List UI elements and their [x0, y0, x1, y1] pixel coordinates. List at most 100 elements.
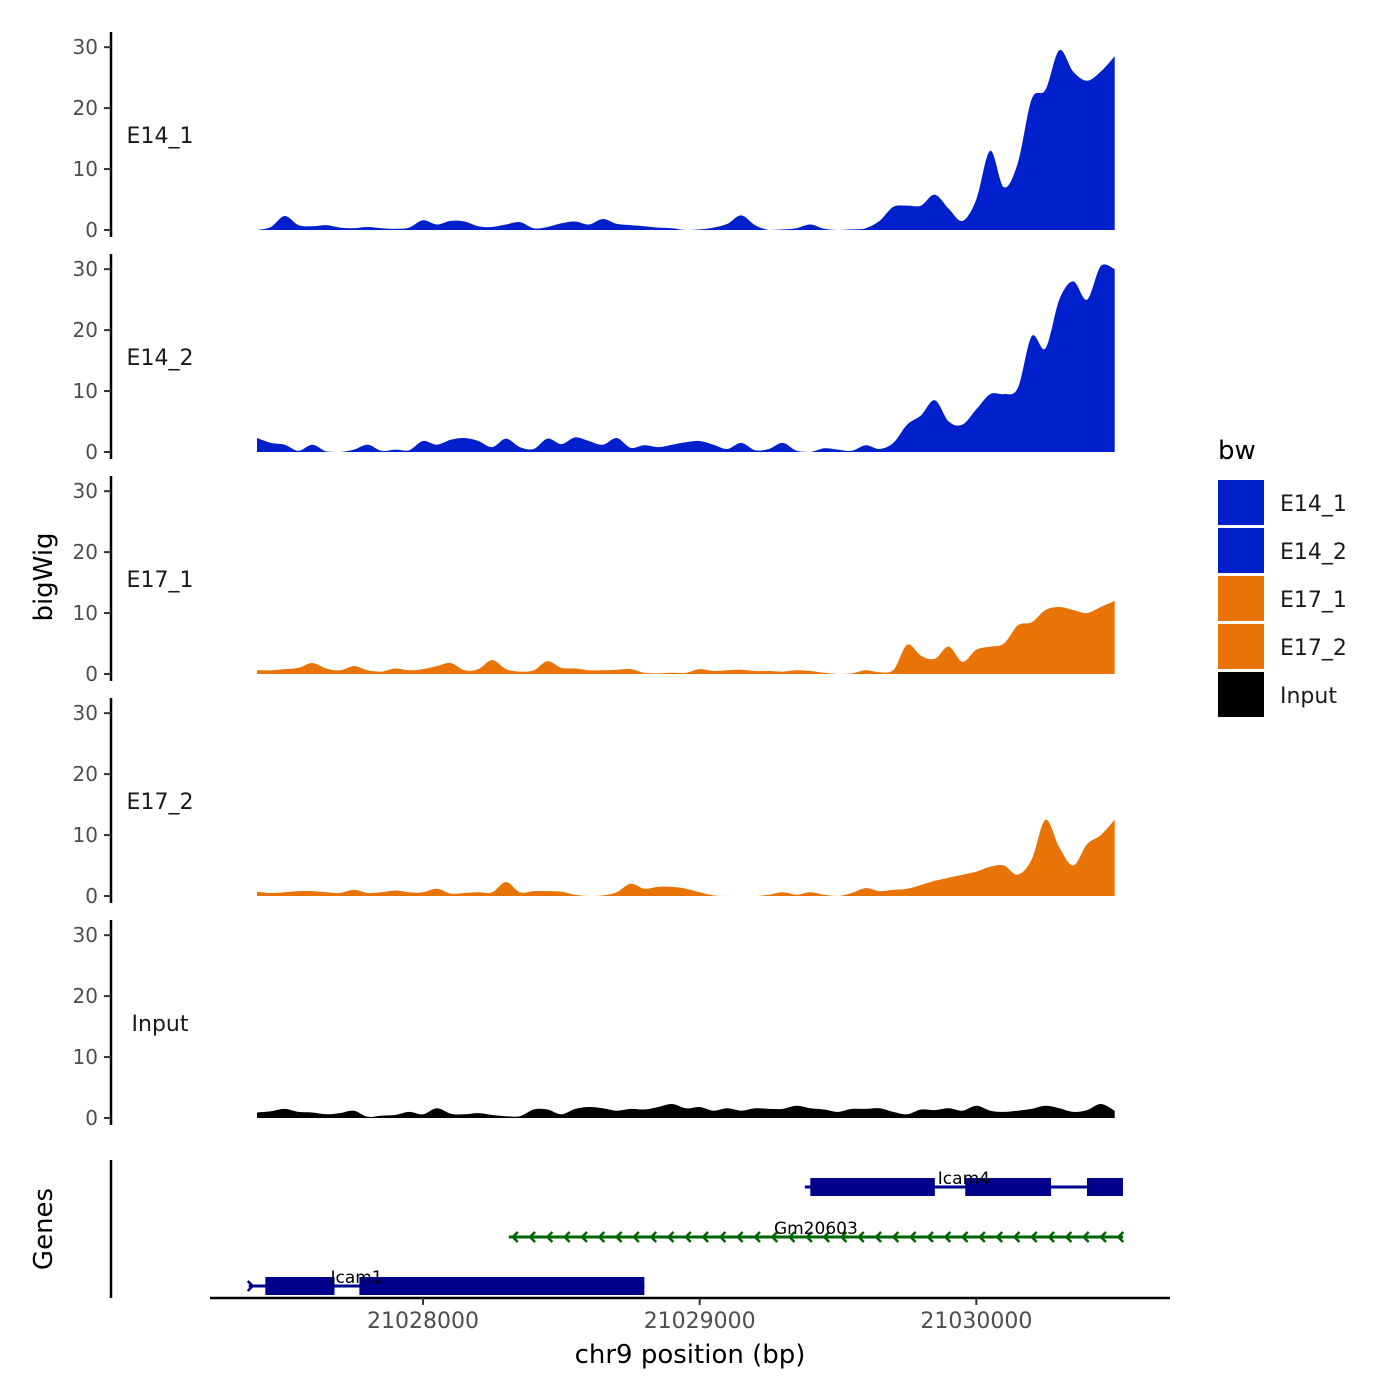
strand-chevron: [822, 1231, 831, 1243]
gene-Icam1: Icam1: [246, 1268, 645, 1295]
x-tick-label: 21028000: [367, 1309, 479, 1334]
strand-chevron: [1099, 1231, 1107, 1243]
strand-chevron: [511, 1231, 519, 1243]
legend-label-E14_2: E14_2: [1280, 540, 1347, 565]
legend-swatch-Input: [1218, 672, 1264, 717]
panel-E14_2: 0 10 20 30 E14_2: [73, 254, 1115, 464]
strand-chevron: [770, 1231, 779, 1243]
genes-axis-label: Genes: [29, 1188, 59, 1270]
legend-swatch-E17_1: [1218, 576, 1264, 621]
exon-block: [1087, 1178, 1123, 1196]
x-tick-label: 21030000: [920, 1309, 1032, 1334]
exon-block: [359, 1277, 645, 1295]
strand-chevron: [735, 1231, 744, 1243]
strand-chevron: [943, 1231, 952, 1243]
strand-chevron: [718, 1231, 727, 1243]
gene-label-Icam4: Icam4: [938, 1169, 990, 1189]
strand-chevron: [839, 1231, 848, 1243]
strand-chevron: [701, 1231, 709, 1243]
y-tick-label: 0: [85, 1106, 98, 1130]
legend-label-E17_1: E17_1: [1280, 588, 1347, 613]
y-tick-label: 20: [73, 762, 98, 786]
strand-chevron: [857, 1231, 865, 1243]
coverage-panels: 0 10 20 30 E14_1 0 10 20 30 E14_2 0 10 20 30 E17_1 0 10 2…: [73, 32, 1115, 1130]
coverage-area-E14_1: [257, 49, 1115, 231]
coverage-area-Input: [257, 1103, 1115, 1118]
strand-chevron: [1116, 1231, 1125, 1243]
coverage-area-E17_1: [257, 600, 1115, 674]
y-tick-label: 30: [73, 701, 98, 725]
legend-label-E17_2: E17_2: [1280, 636, 1347, 661]
strand-chevron: [528, 1231, 536, 1243]
y-tick-label: 10: [73, 379, 98, 403]
strand-chevron: [1081, 1231, 1090, 1243]
exon-block: [965, 1178, 1052, 1196]
strand-chevron: [787, 1231, 796, 1243]
legend-label-Input: Input: [1280, 684, 1337, 709]
legend-label-E14_1: E14_1: [1280, 492, 1347, 517]
y-tick-label: 0: [85, 218, 98, 242]
exon-block: [265, 1277, 335, 1295]
y-tick-label: 0: [85, 440, 98, 464]
panel-label-E17_1: E17_1: [127, 568, 194, 593]
y-axis-label: bigWig: [29, 532, 59, 621]
exon-block: [810, 1178, 935, 1196]
y-tick-label: 30: [73, 257, 98, 281]
gene-Gm20603: Gm20603: [508, 1219, 1125, 1243]
legend-swatch-E17_2: [1218, 624, 1264, 669]
y-tick-label: 30: [73, 479, 98, 503]
y-tick-label: 30: [73, 35, 98, 59]
strand-chevron: [545, 1231, 554, 1243]
strand-chevron: [926, 1231, 934, 1243]
strand-chevron: [666, 1231, 675, 1243]
gene-track: Icam4 Gm20603 Icam1: [109, 1160, 1125, 1298]
strand-chevron: [562, 1231, 571, 1243]
strand-chevron: [1047, 1231, 1055, 1243]
y-tick-label: 20: [73, 318, 98, 342]
strand-chevron: [614, 1231, 623, 1243]
strand-chevron: [874, 1231, 882, 1243]
panel-E17_1: 0 10 20 30 E17_1: [73, 476, 1115, 686]
x-tick-label: 21029000: [644, 1309, 756, 1334]
legend: bw E14_1 E14_2 E17_1 E17_2 Input: [1218, 436, 1347, 717]
strand-chevron: [960, 1231, 969, 1243]
strand-chevron: [1012, 1231, 1021, 1243]
strand-chevron: [995, 1231, 1004, 1243]
panel-label-E17_2: E17_2: [127, 790, 194, 815]
strand-chevron: [805, 1231, 813, 1243]
y-tick-label: 0: [85, 662, 98, 686]
strand-chevron: [246, 1280, 255, 1292]
y-tick-label: 0: [85, 884, 98, 908]
coverage-area-E14_2: [257, 264, 1115, 452]
y-tick-label: 10: [73, 601, 98, 625]
gene-label-Icam1: Icam1: [330, 1268, 382, 1288]
x-axis-label: chr9 position (bp): [575, 1340, 806, 1370]
legend-title: bw: [1218, 436, 1256, 466]
strand-chevron: [580, 1231, 588, 1243]
panel-label-E14_2: E14_2: [127, 346, 194, 371]
y-tick-label: 30: [73, 923, 98, 947]
gene-Icam4: Icam4: [804, 1169, 1123, 1196]
gene-label-Gm20603: Gm20603: [774, 1219, 858, 1239]
strand-chevron: [649, 1231, 658, 1243]
panel-label-E14_1: E14_1: [127, 124, 194, 149]
panel-E17_2: 0 10 20 30 E17_2: [73, 698, 1115, 908]
strand-chevron: [1030, 1231, 1038, 1243]
strand-chevron: [978, 1231, 986, 1243]
y-tick-label: 10: [73, 157, 98, 181]
strand-chevron: [891, 1231, 900, 1243]
coverage-area-E17_2: [257, 819, 1115, 896]
strand-chevron: [632, 1231, 640, 1243]
y-tick-label: 10: [73, 1045, 98, 1069]
y-tick-label: 20: [73, 540, 98, 564]
panel-E14_1: 0 10 20 30 E14_1: [73, 32, 1115, 242]
panel-label-Input: Input: [132, 1012, 189, 1037]
strand-chevron: [684, 1231, 692, 1243]
strand-chevron: [753, 1231, 761, 1243]
y-tick-label: 20: [73, 984, 98, 1008]
y-tick-label: 10: [73, 823, 98, 847]
y-tick-label: 20: [73, 96, 98, 120]
x-axis: 21028000 21029000 21030000: [210, 1296, 1170, 1334]
legend-swatch-E14_2: [1218, 528, 1264, 573]
